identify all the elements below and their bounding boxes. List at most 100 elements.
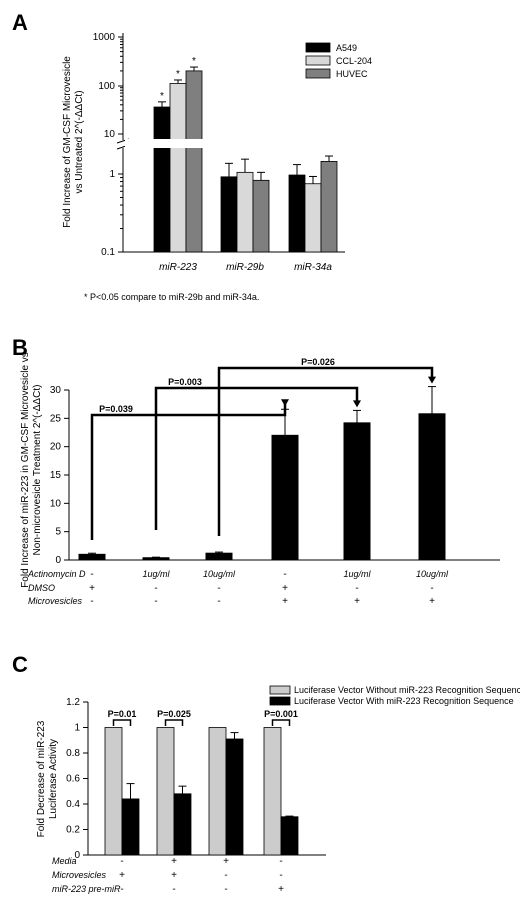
panel-b-row-label: Microvesicles	[28, 596, 83, 606]
panel-b-bar	[142, 557, 170, 561]
panel-b-row-label: Actinomycin D	[27, 569, 86, 579]
panel-c-row-label: Microvesicles	[52, 870, 107, 880]
panel-c-legend-swatch	[269, 696, 291, 706]
panel-a-y-tick-label: 0.1	[101, 247, 115, 258]
panel-c-p-value: P=0.001	[264, 709, 298, 719]
panel-b-row-value: +	[282, 583, 288, 594]
panel-c-row-value: +	[119, 870, 125, 881]
panel-a-bar	[320, 161, 338, 253]
panel-a-significance-star: *	[192, 56, 196, 67]
panel-c-row-value: -	[120, 856, 123, 867]
panel-c-ylabel: Fold Decrease of miR-223Luciferase Activ…	[36, 720, 59, 837]
panel-c-row-value: +	[223, 856, 229, 867]
panel-a-legend-label: HUVEC	[336, 69, 368, 79]
panel-c-bracket	[164, 719, 184, 726]
panel-c-bar	[173, 793, 192, 856]
panel-c-y-tick-label: 1.2	[66, 697, 80, 708]
panel-c-p-value: P=0.01	[108, 709, 137, 719]
panel-b-row-label: DMSO	[28, 583, 55, 593]
panel-c-bar	[208, 727, 227, 856]
panel-a-bar	[153, 106, 171, 253]
panel-c-row-value: -	[224, 884, 227, 895]
panel-b-row-value: +	[89, 583, 95, 594]
panel-a-legend-swatch	[305, 42, 331, 53]
panel-a-y-tick-label: 100	[98, 81, 115, 92]
panel-b-row-value: -	[154, 596, 157, 607]
panel-a-category-label: miR-29b	[226, 262, 264, 273]
panel-c-bar	[263, 727, 282, 856]
panel-b-comparison-bracket	[90, 403, 287, 540]
panel-c-legend-label: Luciferase Vector Without miR-223 Recogn…	[294, 685, 520, 695]
panel-a-legend-swatch	[305, 68, 331, 79]
panel-c-bar	[104, 727, 123, 856]
panel-a-bar	[185, 70, 203, 253]
panel-b-y-tick-label: 15	[50, 470, 62, 481]
panel-b-comparison-bracket	[154, 386, 359, 530]
panel-a-ylabel: Fold Increase of GM-CSF Microvesiclevs U…	[62, 56, 85, 228]
panel-b-y-tick-label: 30	[50, 385, 62, 396]
panel-b-row-value: -	[217, 583, 220, 594]
panel-b-row-value: -	[430, 583, 433, 594]
panel-b-p-value: P=0.026	[301, 357, 335, 367]
panel-c-row-value: -	[224, 870, 227, 881]
panel-b-row-value: +	[282, 596, 288, 607]
panel-c-row-value: +	[171, 870, 177, 881]
panel-b-row-value: +	[354, 596, 360, 607]
panel-a-y-tick-label: 1000	[93, 32, 116, 43]
panel-a-break-band	[125, 139, 345, 148]
panel-a-ylabel-line: Fold Increase of GM-CSF Microvesicle	[62, 56, 73, 228]
panel-a-legend-label: CCL-204	[336, 56, 372, 66]
panel-c-ylabel-line: Luciferase Activity	[48, 739, 59, 819]
panel-a-legend-swatch	[305, 55, 331, 66]
panel-b-row-value: +	[429, 596, 435, 607]
panel-a-bar	[252, 179, 270, 253]
panel-b-bar	[418, 413, 446, 561]
panel-a-ylabel-line: vs Untreated 2^(-ΔΔCt)	[74, 90, 85, 193]
panel-c-bar	[156, 727, 175, 856]
panel-a-category-label: miR-34a	[294, 262, 332, 273]
panel-c-row-value: -	[120, 884, 123, 895]
panel-c-legend-swatch	[269, 685, 291, 695]
panel-b-p-value: P=0.003	[168, 377, 202, 387]
panel-a-letter: A	[12, 10, 28, 35]
panel-c-row-label: Media	[52, 856, 77, 866]
panel-c-row-label: miR-223 pre-miR	[52, 884, 121, 894]
panel-c-bar	[121, 798, 140, 856]
panel-a-category-label: miR-223	[159, 262, 197, 273]
panel-a-significance-star: *	[176, 69, 180, 80]
panel-b-letter: B	[12, 335, 28, 360]
panel-a-bar	[220, 176, 238, 253]
panel-c-row-value: -	[279, 870, 282, 881]
panel-a-significance-star: *	[160, 91, 164, 102]
panel-c-y-tick-label: 0.4	[66, 799, 80, 810]
panel-c-y-tick-label: 0.2	[66, 825, 80, 836]
panel-b-row-value: -	[217, 596, 220, 607]
panel-c-row-value: -	[279, 856, 282, 867]
panel-c-p-value: P=0.025	[157, 709, 191, 719]
panel-b-y-tick-label: 20	[50, 442, 62, 453]
panel-b-y-tick-label: 0	[55, 555, 61, 566]
panel-b-bar	[205, 552, 233, 561]
panel-b-y-tick-label: 10	[50, 498, 62, 509]
panel-c-bar	[225, 738, 244, 856]
panel-b-bar	[343, 422, 371, 561]
panel-c-row-value: -	[172, 884, 175, 895]
panel-a-bar	[169, 83, 187, 253]
panel-b-y-tick-label: 25	[50, 413, 62, 424]
panel-b-bar	[78, 553, 106, 561]
panel-b-bracket-arrow	[428, 376, 436, 384]
panel-b-row-value: 1ug/ml	[142, 569, 170, 579]
panel-b-y-tick-label: 5	[55, 527, 61, 538]
panel-b-bar	[271, 434, 299, 561]
panel-b-p-value: P=0.039	[99, 404, 133, 414]
panel-b-ylabel: Fold Increase of miR-223 in GM-CSF Micro…	[20, 352, 43, 588]
panel-b-row-value: 1ug/ml	[343, 569, 371, 579]
panel-b-row-value: -	[90, 596, 93, 607]
panel-c-bracket	[112, 719, 132, 726]
panel-b-row-value: -	[90, 569, 93, 580]
panel-b-row-value: -	[355, 583, 358, 594]
panel-c-y-tick-label: 0	[74, 850, 80, 861]
panel-c-y-tick-label: 0.6	[66, 774, 80, 785]
panel-a-bar	[304, 183, 322, 253]
